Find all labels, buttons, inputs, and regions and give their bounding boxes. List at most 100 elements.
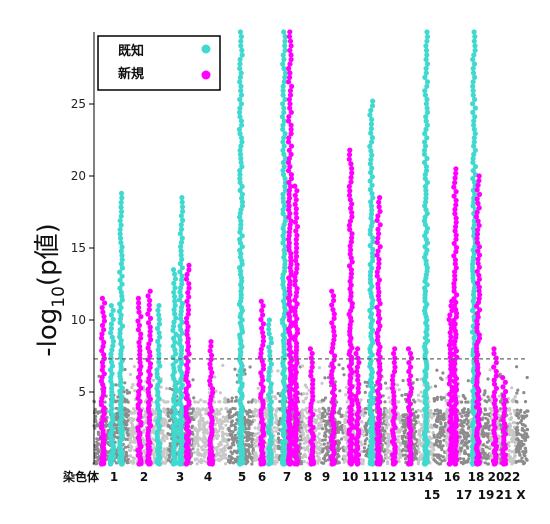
background-point bbox=[387, 396, 391, 400]
background-point bbox=[484, 457, 488, 461]
background-point bbox=[429, 449, 433, 453]
background-point bbox=[317, 407, 321, 411]
background-point bbox=[432, 453, 436, 457]
background-point bbox=[516, 421, 520, 425]
background-point bbox=[400, 436, 404, 441]
background-point bbox=[362, 449, 366, 453]
background-point bbox=[253, 444, 257, 448]
background-point bbox=[189, 443, 194, 447]
background-point bbox=[247, 452, 251, 456]
background-point bbox=[465, 422, 469, 426]
background-point bbox=[246, 411, 250, 415]
background-point bbox=[159, 385, 163, 389]
background-point bbox=[248, 415, 253, 419]
background-point bbox=[364, 453, 368, 458]
background-point bbox=[192, 396, 196, 400]
background-point bbox=[435, 424, 439, 428]
background-point bbox=[413, 449, 417, 453]
background-point bbox=[220, 434, 225, 438]
background-point bbox=[246, 448, 250, 452]
background-point bbox=[385, 386, 389, 390]
background-point bbox=[315, 451, 319, 455]
background-point bbox=[128, 438, 132, 442]
background-point bbox=[386, 444, 390, 448]
background-point bbox=[218, 391, 222, 395]
background-point bbox=[323, 376, 327, 380]
background-point bbox=[340, 424, 344, 429]
known-peak-point bbox=[118, 209, 125, 215]
background-point bbox=[214, 416, 219, 420]
known-peak-point bbox=[156, 312, 162, 318]
background-point bbox=[247, 426, 251, 431]
background-point bbox=[522, 391, 526, 395]
known-peak-point bbox=[237, 65, 243, 72]
background-point bbox=[336, 411, 341, 415]
background-point bbox=[192, 451, 196, 455]
background-point bbox=[442, 414, 446, 418]
known-peak-point bbox=[118, 240, 124, 246]
background-point bbox=[189, 411, 193, 415]
novel-peak-point bbox=[208, 357, 214, 363]
background-point bbox=[429, 445, 433, 449]
background-point bbox=[403, 444, 407, 448]
background-point bbox=[365, 432, 369, 436]
background-point bbox=[198, 412, 202, 416]
known-peak-point bbox=[177, 231, 183, 237]
background-point bbox=[115, 452, 119, 456]
background-point bbox=[221, 363, 225, 367]
background-point bbox=[132, 436, 136, 440]
background-point bbox=[276, 432, 281, 436]
background-point bbox=[214, 427, 218, 432]
background-point bbox=[445, 456, 449, 460]
background-point bbox=[515, 437, 519, 441]
background-point bbox=[512, 435, 516, 439]
background-point bbox=[517, 450, 521, 454]
background-point bbox=[395, 430, 399, 434]
background-point bbox=[190, 451, 194, 455]
background-point bbox=[516, 413, 520, 418]
background-point bbox=[317, 366, 322, 370]
background-point bbox=[352, 373, 357, 378]
background-point bbox=[227, 438, 231, 442]
background-point bbox=[525, 409, 529, 413]
background-point bbox=[274, 417, 279, 421]
known-peak-point bbox=[118, 213, 124, 219]
background-point bbox=[94, 459, 98, 463]
background-point bbox=[216, 420, 220, 424]
background-point bbox=[400, 418, 404, 422]
background-point bbox=[322, 398, 326, 402]
known-peak-point bbox=[108, 312, 114, 318]
known-peak-point bbox=[171, 280, 177, 286]
background-point bbox=[197, 428, 201, 432]
background-point bbox=[341, 431, 345, 435]
known-peak-point bbox=[238, 92, 245, 98]
background-point bbox=[507, 444, 511, 448]
known-peak-point bbox=[172, 294, 178, 300]
background-point bbox=[228, 408, 232, 412]
background-point bbox=[466, 400, 470, 404]
background-point bbox=[323, 414, 327, 419]
background-point bbox=[214, 411, 218, 415]
background-point bbox=[419, 377, 423, 381]
background-point bbox=[302, 460, 306, 464]
background-point bbox=[162, 439, 166, 443]
background-point bbox=[326, 445, 330, 449]
background-point bbox=[204, 412, 208, 416]
known-peak-point bbox=[266, 317, 272, 323]
background-point bbox=[162, 423, 167, 427]
background-point bbox=[214, 453, 218, 457]
background-point bbox=[461, 462, 465, 466]
background-point bbox=[218, 400, 222, 404]
known-peak-point bbox=[237, 74, 243, 80]
background-point bbox=[152, 454, 156, 458]
background-point bbox=[518, 447, 522, 451]
background-point bbox=[359, 457, 363, 461]
background-point bbox=[204, 437, 208, 441]
background-point bbox=[320, 381, 324, 385]
background-point bbox=[466, 408, 470, 412]
known-peak-point bbox=[266, 344, 272, 350]
known-peak-point bbox=[110, 307, 116, 313]
background-point bbox=[196, 400, 200, 404]
background-point bbox=[419, 435, 423, 439]
background-point bbox=[519, 419, 524, 423]
